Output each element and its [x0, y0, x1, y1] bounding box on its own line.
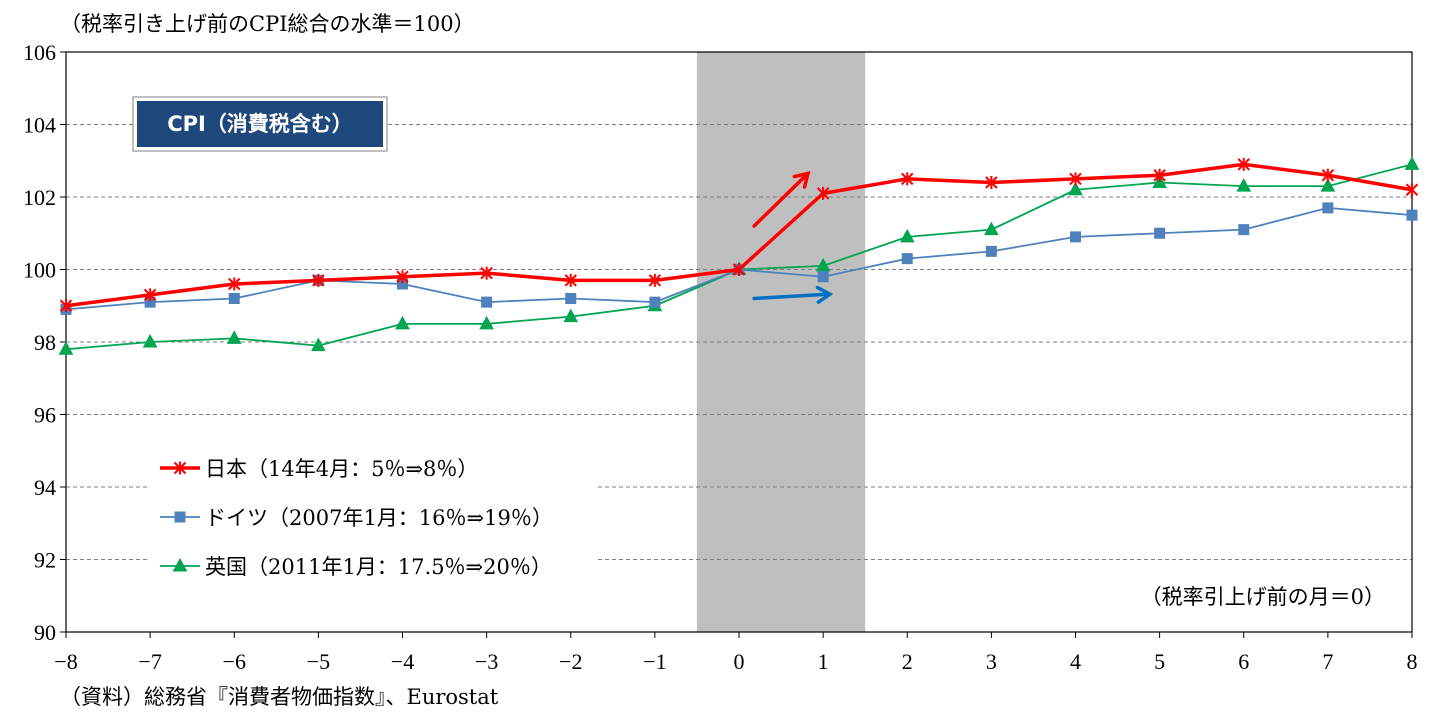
data-point-marker	[59, 299, 73, 313]
x-tick-label: −8	[54, 649, 77, 674]
y-tick-label: 98	[34, 330, 56, 355]
data-point-marker	[395, 315, 410, 330]
x-tick-label: −3	[475, 649, 498, 674]
legend-label: 英国（2011年1月：17.5％⇒20％）	[205, 555, 552, 579]
series-asterisk	[59, 157, 1419, 313]
data-point-marker	[1237, 157, 1250, 171]
data-point-marker	[173, 461, 187, 475]
x-tick-label: 8	[1407, 649, 1418, 674]
data-point-marker	[565, 293, 577, 304]
data-point-marker	[481, 296, 493, 308]
data-point-marker	[1238, 224, 1250, 236]
data-point-marker	[480, 266, 493, 280]
annotation-arrow-0	[752, 171, 811, 228]
data-point-marker	[985, 176, 998, 189]
annotation-arrow-1	[752, 285, 834, 304]
data-point-marker	[312, 273, 325, 287]
data-point-marker	[815, 257, 831, 272]
data-point-marker	[1406, 209, 1418, 221]
legend-item-triangle: 英国（2011年1月：17.5％⇒20％）	[160, 555, 552, 579]
data-point-marker	[901, 172, 914, 186]
data-point-marker	[816, 186, 830, 200]
data-point-marker	[1404, 156, 1420, 170]
data-point-marker	[174, 511, 186, 523]
source-note: （資料）総務省『消費者物価指数』、Eurostat	[60, 685, 499, 709]
y-axis-unit-note: （税率引き上げ前のCPI総合の水準＝100）	[60, 12, 475, 36]
data-point-marker	[228, 293, 240, 304]
data-point-marker	[649, 296, 661, 308]
y-tick-label: 96	[34, 403, 56, 428]
x-tick-label: 3	[986, 649, 997, 674]
y-tick-label: 102	[23, 185, 56, 210]
data-point-marker	[817, 271, 829, 283]
data-point-marker	[1069, 172, 1082, 186]
data-point-marker	[899, 228, 915, 243]
y-tick-label: 94	[34, 475, 56, 500]
x-tick-label: 0	[734, 649, 745, 674]
x-tick-label: −6	[223, 649, 246, 674]
y-tick-label: 100	[23, 258, 56, 283]
data-point-marker	[985, 245, 997, 257]
data-point-marker	[311, 337, 326, 352]
data-point-marker	[732, 263, 746, 276]
data-point-marker	[564, 273, 577, 287]
data-point-marker	[172, 557, 188, 572]
x-tick-label: 5	[1154, 649, 1165, 674]
legend-item-asterisk: 日本（14年4月：5％⇒8％）	[160, 457, 478, 481]
data-point-marker	[58, 341, 74, 355]
y-tick-label: 106	[23, 40, 56, 65]
y-tick-label: 90	[34, 620, 56, 645]
data-point-marker	[396, 270, 409, 284]
data-point-marker	[984, 221, 999, 236]
x-tick-label: −4	[391, 649, 414, 674]
data-point-marker	[479, 315, 494, 330]
data-point-marker	[1321, 168, 1335, 182]
y-tick-label: 104	[23, 113, 56, 138]
annotation-arrows	[752, 171, 834, 304]
data-point-marker	[1322, 202, 1334, 214]
y-tick-label: 92	[34, 548, 56, 573]
x-axis-unit-note: （税率引上げ前の月＝0）	[1141, 585, 1385, 609]
x-tick-label: −2	[559, 649, 582, 674]
data-point-marker	[1070, 231, 1081, 243]
legend-item-square: ドイツ（2007年1月：16％⇒19％）	[160, 506, 553, 530]
x-tick-label: 7	[1322, 649, 1333, 674]
data-point-marker	[1236, 178, 1252, 192]
x-tick-label: 2	[902, 649, 913, 674]
series-lines	[58, 156, 1420, 355]
data-point-marker	[563, 308, 579, 323]
data-point-marker	[1153, 168, 1166, 182]
x-tick-label: 4	[1070, 649, 1081, 674]
data-point-marker	[142, 333, 158, 348]
data-point-marker	[901, 253, 913, 265]
data-point-marker	[1320, 178, 1336, 192]
data-point-marker	[648, 273, 662, 287]
cpi-badge: CPI（消費税含む）	[132, 96, 388, 152]
data-point-marker	[226, 330, 242, 344]
data-point-marker	[228, 277, 241, 291]
tick-labels: 90 92 94 96 98 100 102 104 106 −8 −7 −6 −5 −4 −3 −2 −1 0 1…	[23, 40, 1418, 674]
cpi-badge-label: CPI（消費税含む）	[167, 112, 353, 136]
x-tick-label: −1	[643, 649, 666, 674]
legend-label: 日本（14年4月：5％⇒8％）	[205, 457, 478, 481]
x-tick-label: 6	[1238, 649, 1249, 674]
data-point-marker	[1405, 183, 1419, 197]
x-tick-label: 1	[818, 649, 829, 674]
legend: 日本（14年4月：5％⇒8％） ドイツ（2007年1月：16％⇒19％） 英国（20…	[148, 450, 598, 590]
data-point-marker	[143, 288, 157, 302]
x-tick-label: −7	[138, 649, 161, 674]
legend-label: ドイツ（2007年1月：16％⇒19％）	[205, 506, 553, 530]
data-point-marker	[1068, 181, 1083, 196]
x-tick-label: −5	[307, 649, 330, 674]
data-point-marker	[1154, 227, 1166, 239]
